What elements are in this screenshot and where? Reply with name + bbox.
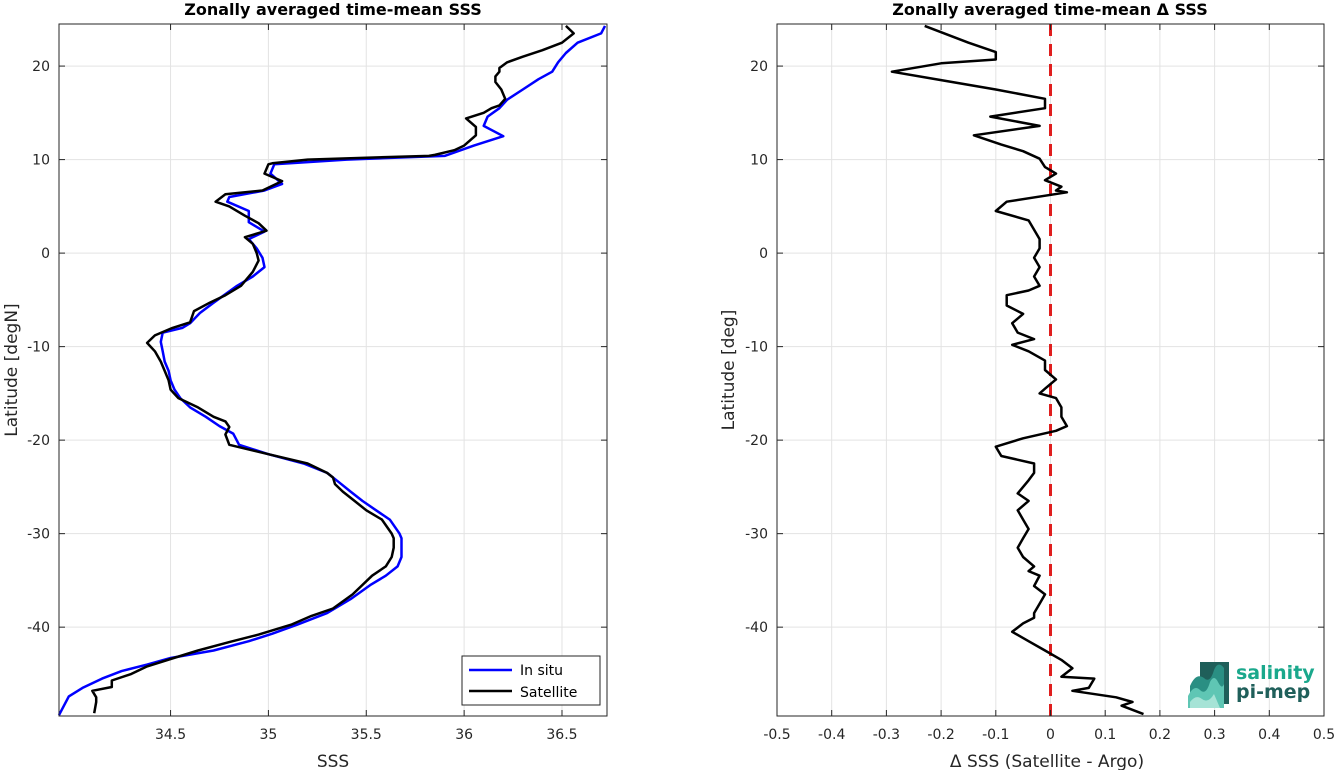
x-tick-label: -0.3 xyxy=(873,727,900,743)
chart-delta-sss: -0.5 -0.4 -0.3 -0.2 -0.1 0 0.1 0.2 0.3 0.4 0.5 20 1… xyxy=(719,0,1335,770)
series-line-delta-sss xyxy=(890,24,1144,716)
chart-sss: 34.5 35 35.5 36 36.5 20 10 0 -10 -20 -30 -40 Zonal… xyxy=(2,0,608,770)
y-axis-label: Latitude [deg] xyxy=(719,310,739,431)
chart-title: Zonally averaged time-mean Δ SSS xyxy=(892,0,1208,19)
legend-label-in-situ: In situ xyxy=(520,663,563,679)
legend: In situ Satellite xyxy=(461,655,601,706)
x-tick-label: 35.5 xyxy=(351,727,382,743)
y-tick-label: -30 xyxy=(27,527,50,543)
x-tick-label: 0.5 xyxy=(1313,727,1335,743)
chart-title: Zonally averaged time-mean SSS xyxy=(184,0,482,19)
axes-box xyxy=(58,23,608,717)
x-ticks: -0.5 -0.4 -0.3 -0.2 -0.1 0 0.1 0.2 0.3 0.4 0.5 xyxy=(763,24,1335,743)
x-tick-label: 36 xyxy=(455,727,473,743)
x-tick-label: 0 xyxy=(1046,727,1055,743)
x-tick-label: -0.5 xyxy=(763,727,790,743)
y-tick-label: -40 xyxy=(27,620,50,636)
x-tick-label: 0.2 xyxy=(1149,727,1171,743)
x-axis-label: Δ SSS (Satellite - Argo) xyxy=(950,752,1144,770)
grid xyxy=(59,24,607,716)
y-tick-label: 10 xyxy=(750,153,768,169)
y-tick-label: -40 xyxy=(745,620,768,636)
y-tick-label: 0 xyxy=(41,246,50,262)
x-tick-label: -0.1 xyxy=(982,727,1009,743)
y-tick-label: -20 xyxy=(745,433,768,449)
legend-label-satellite: Satellite xyxy=(520,685,577,701)
y-tick-label: -30 xyxy=(745,527,768,543)
x-ticks: 34.5 35 35.5 36 36.5 xyxy=(155,24,578,743)
series-layer xyxy=(57,24,607,716)
series-line-in-situ xyxy=(57,25,607,716)
plot-area xyxy=(59,24,607,716)
y-tick-label: -10 xyxy=(27,340,50,356)
y-ticks: 20 10 0 -10 -20 -30 -40 xyxy=(745,59,1324,636)
x-tick-label: 36.5 xyxy=(546,727,577,743)
x-tick-label: -0.4 xyxy=(818,727,845,743)
x-tick-label: 35 xyxy=(260,727,278,743)
salinity-pi-mep-logo: salinity pi-mep xyxy=(1188,662,1315,708)
x-axis-label: SSS xyxy=(317,752,349,770)
logo-text-salinity: salinity xyxy=(1236,662,1315,684)
y-tick-label: 20 xyxy=(750,59,768,75)
y-tick-label: 20 xyxy=(32,59,50,75)
x-tick-label: 0.3 xyxy=(1203,727,1225,743)
x-tick-label: 0.1 xyxy=(1094,727,1116,743)
series-layer xyxy=(890,24,1144,716)
y-tick-label: -10 xyxy=(745,340,768,356)
y-tick-label: 0 xyxy=(759,246,768,262)
x-tick-label: 34.5 xyxy=(155,727,186,743)
logo-text-pi-mep: pi-mep xyxy=(1236,681,1310,703)
y-tick-label: 10 xyxy=(32,153,50,169)
y-ticks: 20 10 0 -10 -20 -30 -40 xyxy=(27,59,607,636)
y-axis-label: Latitude [degN] xyxy=(2,303,22,436)
y-tick-label: -20 xyxy=(27,433,50,449)
x-tick-label: 0.4 xyxy=(1258,727,1280,743)
logo-wave-mark xyxy=(1188,662,1229,708)
legend-box xyxy=(461,655,601,706)
series-line-satellite xyxy=(91,24,575,714)
x-tick-label: -0.2 xyxy=(927,727,954,743)
